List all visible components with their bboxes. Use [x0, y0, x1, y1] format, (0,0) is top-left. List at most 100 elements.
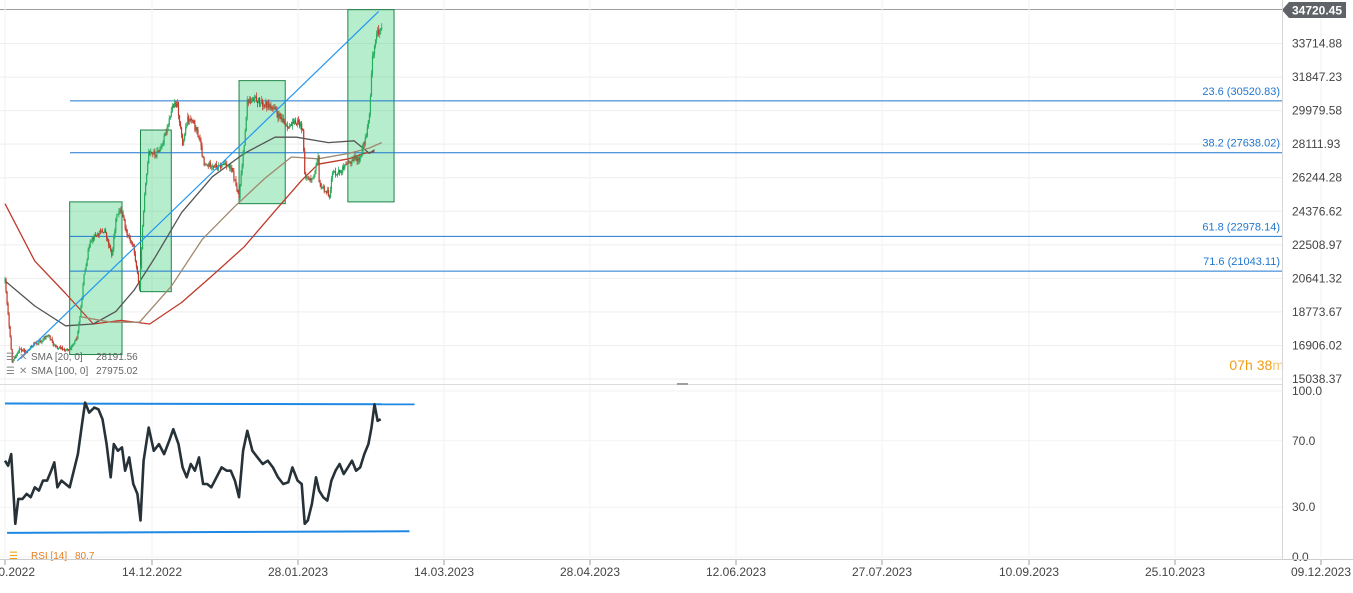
- candle-body: [60, 347, 63, 349]
- candle-body: [239, 185, 241, 199]
- candle-body: [117, 213, 119, 215]
- candle-body: [126, 229, 128, 236]
- fib-level-label: 71.6 (21043.11): [1203, 256, 1280, 268]
- rsi-legend-icon: ☰: [9, 551, 18, 562]
- candle-body: [112, 249, 114, 256]
- candle-body: [45, 335, 47, 339]
- candle-body: [15, 355, 17, 358]
- time-axis[interactable]: 30.10.2022 14.12.2022 28.01.2023 14.03.2023…: [0, 0, 1353, 579]
- candle-body: [287, 127, 289, 129]
- candle-body: [50, 338, 52, 340]
- candle-body: [4, 279, 6, 281]
- fibonacci-levels[interactable]: 23.6 (30520.83) 38.2 (27638.02) 61.8 (2297…: [70, 86, 1282, 272]
- candle-body: [85, 265, 87, 271]
- candle-body: [146, 173, 148, 184]
- candle-body: [185, 126, 187, 135]
- fib-level-label: 38.2 (27638.02): [1202, 138, 1280, 150]
- trend-line[interactable]: [16, 11, 380, 362]
- candle-body: [5, 279, 7, 292]
- price-axis[interactable]: 33714.88 31847.23 29979.58 28111.93 26244.28…: [1292, 37, 1342, 386]
- candle-body: [225, 163, 227, 165]
- candle-body: [329, 189, 332, 198]
- candle-body: [94, 234, 96, 236]
- candle-body: [290, 124, 292, 126]
- candle-body: [264, 105, 266, 107]
- time-tick-label: 10.09.2023: [999, 565, 1059, 579]
- candle-body: [132, 244, 134, 246]
- candle-body: [263, 105, 265, 107]
- time-tick-label: 27.07.2023: [852, 565, 912, 579]
- candle-body: [372, 54, 375, 56]
- candle-body: [26, 350, 29, 353]
- candle-body: [213, 166, 216, 168]
- candle-body: [301, 123, 303, 130]
- candle-body: [173, 103, 175, 108]
- candle-body: [108, 239, 110, 246]
- candle-body: [308, 177, 310, 181]
- candle-body: [53, 344, 55, 346]
- candle-body: [99, 230, 102, 232]
- candle-body: [135, 261, 137, 267]
- candle-body: [157, 150, 159, 152]
- candle-body: [169, 116, 171, 119]
- candle-body: [322, 186, 324, 188]
- candle-body: [268, 101, 270, 108]
- candle-body: [152, 153, 154, 155]
- candle-body: [293, 120, 296, 124]
- candle-body: [237, 190, 239, 193]
- candle-body: [93, 234, 95, 240]
- trend-line-segment: [16, 11, 380, 362]
- candle-body: [18, 348, 20, 353]
- candle-body: [52, 341, 54, 346]
- candle-body: [6, 291, 8, 304]
- highlight-box: [238, 80, 286, 205]
- candlesticks: [4, 23, 383, 364]
- candle-body: [368, 113, 371, 121]
- candle-body: [37, 343, 39, 345]
- legend-close-icon: ✕: [19, 352, 27, 363]
- candle-body: [22, 349, 25, 352]
- rsi-overbought-line: [4, 402, 415, 406]
- candle-body: [345, 163, 347, 165]
- candle-body: [219, 165, 222, 168]
- candle-body: [171, 105, 173, 112]
- rsi-tick-label: 70.0: [1292, 434, 1316, 448]
- legend-menu-icon: ☰: [6, 366, 15, 377]
- rsi-levels[interactable]: [4, 402, 415, 534]
- candle-body: [153, 151, 155, 154]
- candle-body: [323, 186, 325, 192]
- price-panel: 23.6 (30520.83) 38.2 (27638.02) 61.8 (2297…: [0, 0, 1346, 557]
- candle-body: [189, 118, 191, 122]
- candle-body: [375, 34, 378, 40]
- candle-body: [13, 357, 15, 360]
- candle-body: [16, 353, 18, 356]
- price-tick-label: 15038.37: [1292, 372, 1342, 386]
- time-tick-label: 09.12.2023: [1291, 565, 1351, 579]
- candle-body: [309, 178, 311, 181]
- candle-body: [302, 129, 304, 131]
- candle-body: [10, 337, 12, 350]
- time-tick-label: 30.10.2022: [0, 565, 35, 579]
- candle-body: [194, 123, 196, 131]
- candle-body: [330, 178, 333, 190]
- candle-body: [174, 103, 176, 105]
- last-price-tag-shape: [1282, 2, 1346, 18]
- legend-indicator-value: 27975.02: [96, 366, 138, 377]
- candle-body: [285, 125, 287, 127]
- candle-body: [118, 211, 120, 214]
- candle-body: [198, 137, 200, 139]
- countdown-hours-unit: h: [1245, 357, 1253, 373]
- candle-body: [191, 119, 193, 121]
- rsi-series: [3, 401, 382, 526]
- candle-body: [358, 157, 360, 161]
- candle-body: [360, 156, 362, 158]
- candle-body: [46, 335, 48, 337]
- candle-body: [355, 157, 357, 159]
- candle-body: [299, 122, 301, 127]
- candle-body: [222, 163, 224, 165]
- candle-body: [228, 165, 230, 167]
- candle-body: [366, 126, 368, 137]
- price-tick-label: 26244.28: [1292, 171, 1342, 185]
